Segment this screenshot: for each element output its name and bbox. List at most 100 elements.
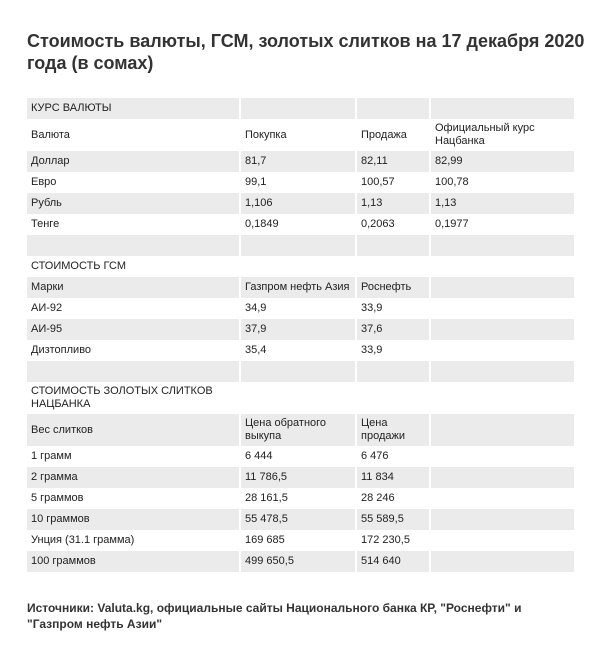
cell: Доллар [27,151,240,172]
cell: 100,57 [355,172,430,193]
cell: Рубль [27,193,240,214]
cell: 37,9 [239,319,356,340]
cell: Продажа [355,119,430,151]
spacer-row [27,235,574,256]
cell: 55 589,5 [355,509,430,530]
cell [429,382,574,414]
cell: 28 161,5 [239,488,356,509]
cell: Роснефть [355,277,430,298]
data-row: 1 грамм 6 444 6 476 [27,446,574,467]
cell [429,509,574,530]
cell: 35,4 [239,340,356,361]
cell: 172 230,5 [355,530,430,551]
cell: АИ-95 [27,319,240,340]
cell: 33,9 [355,340,430,361]
cell: 55 478,5 [239,509,356,530]
cell: Газпром нефть Азия [239,277,356,298]
data-row: Дизтопливо 35,4 33,9 [27,340,574,361]
cell: 34,9 [239,298,356,319]
cell: Унция (31.1 грамма) [31,534,135,546]
cell [239,382,356,414]
cell: Дизтопливо [31,344,92,356]
cell: 28 246 [355,488,430,509]
cell: 2 грамма [27,467,240,488]
cell [355,382,430,414]
cell: 1,13 [355,193,430,214]
data-table: КУРС ВАЛЮТЫ Валюта Покупка Продажа Официальн… [27,98,574,572]
cell [239,256,356,277]
data-row: Унция (31.1 грамма) 169 685 172 230,5 [27,530,574,551]
cell: 11 786,5 [239,467,356,488]
data-row: АИ-92 34,9 33,9 [27,298,574,319]
cell [429,256,574,277]
cell: 6 476 [355,446,430,467]
cell [429,277,574,298]
cell [429,530,574,551]
cell: 37,6 [355,319,430,340]
header-row: Валюта Покупка Продажа Официальный курс Нац… [27,119,574,151]
cell [239,361,356,382]
cell [429,361,574,382]
section-title-row: КУРС ВАЛЮТЫ [27,98,574,119]
cell: 1,106 [239,193,356,214]
cell: 0,1849 [239,214,356,235]
cell [355,98,430,119]
cell: 81,7 [239,151,356,172]
cell: 99,1 [239,172,356,193]
cell [429,98,574,119]
cell: 100 граммов [27,551,240,572]
cell [429,467,574,488]
cell: 33,9 [355,298,430,319]
cell [239,98,356,119]
cell [429,340,574,361]
cell: Официальный курс Нацбанка [429,119,574,151]
header-row: Вес слитков Цена обратного выкупа Цена про… [27,414,574,446]
data-row: 100 граммов 499 650,5 514 640 [27,551,574,572]
data-row: Рубль 1,106 1,13 1,13 [27,193,574,214]
cell: 82,11 [355,151,430,172]
cell [27,361,240,382]
cell: 11 834 [355,467,430,488]
section-title-row: СТОИМОСТЬ ГСМ [27,256,574,277]
cell [355,235,430,256]
cell: Покупка [239,119,356,151]
data-row: Доллар 81,7 82,11 82,99 [27,151,574,172]
data-row: 5 граммов 28 161,5 28 246 [27,488,574,509]
section-title-row: СТОИМОСТЬ ЗОЛОТЫХ СЛИТКОВ НАЦБАНКА [27,382,574,414]
cell: Цена продажи [355,414,430,446]
cell: 0,2063 [355,214,430,235]
cell: 514 640 [355,551,430,572]
cell [429,235,574,256]
cell: 499 650,5 [239,551,356,572]
cell: 10 граммов [27,509,240,530]
cell: 169 685 [239,530,356,551]
cell [429,446,574,467]
cell: Вес слитков [27,414,240,446]
title: Стоимость валюты, ГСМ, золотых слитков н… [27,31,585,73]
cell: Цена обратного выкупа [239,414,356,446]
spacer-row [27,361,574,382]
data-row: 2 грамма 11 786,5 11 834 [27,467,574,488]
source: Источники: Valuta.kg, официальные сайты … [27,601,522,631]
cell [27,235,240,256]
cell: Валюта [31,128,70,141]
cell [429,414,574,446]
data-row: Тенге 0,1849 0,2063 0,1977 [27,214,574,235]
cell: 100,78 [429,172,574,193]
cell: СТОИМОСТЬ ГСМ [31,260,127,272]
cell: КУРС ВАЛЮТЫ [27,98,240,119]
cell: Евро [31,176,57,188]
data-row: АИ-95 37,9 37,6 [27,319,574,340]
cell: 82,99 [429,151,574,172]
cell: Марки [27,277,240,298]
cell [429,551,574,572]
cell: АИ-92 [31,302,63,314]
cell [429,319,574,340]
cell: 0,1977 [429,214,574,235]
cell [429,488,574,509]
cell: СТОИМОСТЬ ЗОЛОТЫХ СЛИТКОВ НАЦБАНКА [31,385,213,410]
cell [239,235,356,256]
cell [355,361,430,382]
data-row: 10 граммов 55 478,5 55 589,5 [27,509,574,530]
